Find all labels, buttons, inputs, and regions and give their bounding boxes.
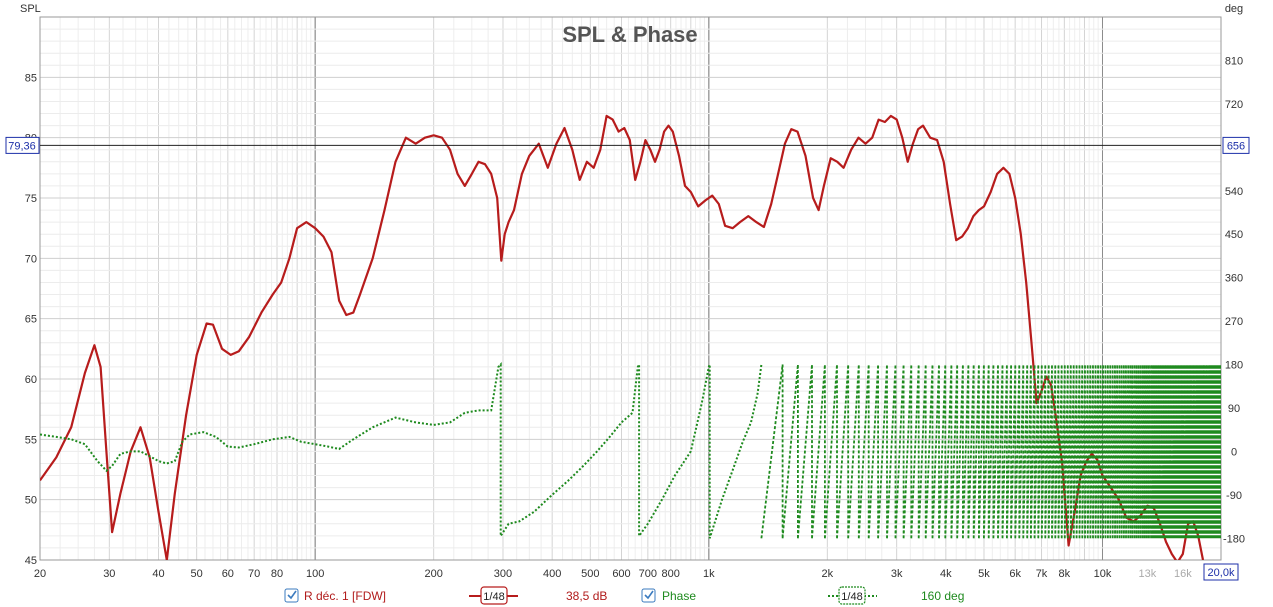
left-tick-label: 85 <box>25 72 37 84</box>
x-tick-label: 80 <box>271 568 283 580</box>
spl-smoothing-button[interactable] <box>480 586 508 605</box>
x-cursor-box <box>1203 563 1239 581</box>
left-tick-label: 70 <box>25 253 37 265</box>
left-tick-label: 65 <box>25 314 37 326</box>
cursor-right-value: 656 <box>1227 140 1245 152</box>
x-tick-label: 10k <box>1094 568 1112 580</box>
left-tick-label: 55 <box>25 434 37 446</box>
x-tick-label: 30 <box>103 568 115 580</box>
x-tick-label: 70 <box>248 568 260 580</box>
x-tick-label: 3k <box>891 568 903 580</box>
spl-checkbox[interactable] <box>284 588 299 603</box>
right-tick-label: -90 <box>1226 490 1242 502</box>
right-tick-label: 360 <box>1225 273 1243 285</box>
x-tick-label: 7k <box>1036 568 1048 580</box>
x-tick-label: 2k <box>822 568 834 580</box>
legend: R déc. 1 [FDW] 1/48 38,5 dB Phase 1/48 1… <box>284 586 964 605</box>
right-tick-label: 450 <box>1225 229 1243 241</box>
right-tick-label: 810 <box>1225 55 1243 67</box>
legend-spl-label: R déc. 1 [FDW] <box>304 589 386 603</box>
phase-wrapped-series <box>760 364 1221 539</box>
left-axis-label: SPL <box>20 3 41 15</box>
x-end-label: 20,0k <box>1208 567 1235 579</box>
chart-title: SPL & Phase <box>562 22 697 47</box>
x-tick-label: 300 <box>494 568 512 580</box>
phase-smoothing-button[interactable] <box>838 586 866 605</box>
left-tick-label: 50 <box>25 495 37 507</box>
x-tick-label: 100 <box>306 568 324 580</box>
x-tick-label: 700 <box>639 568 657 580</box>
x-tick-label: 5k <box>978 568 990 580</box>
x-tick-label: 1k <box>703 568 715 580</box>
right-tick-label: 0 <box>1231 446 1237 458</box>
phase-series-line <box>40 362 763 540</box>
right-tick-label: 270 <box>1225 316 1243 328</box>
left-tick-label: 60 <box>25 374 37 386</box>
left-tick-label: 75 <box>25 193 37 205</box>
left-tick-label: 45 <box>25 555 37 567</box>
plot-grid <box>39 16 1222 561</box>
x-tick-label: 8k <box>1059 568 1071 580</box>
x-tick-label: 60 <box>222 568 234 580</box>
right-axis-label: deg <box>1225 3 1243 15</box>
checkmark-icon <box>644 590 654 600</box>
legend-phase-label: Phase <box>662 589 696 603</box>
right-tick-label: 720 <box>1225 99 1243 111</box>
legend-phase-value: 160 deg <box>921 589 964 603</box>
cursor-left-box <box>5 136 40 154</box>
right-tick-label: 90 <box>1228 403 1240 415</box>
phase-checkbox[interactable] <box>641 588 656 603</box>
cursor-left-value: 79,36 <box>8 140 36 152</box>
x-tick-label: 4k <box>940 568 952 580</box>
x-tick-label: 50 <box>191 568 203 580</box>
spl-smoothing-label: 1/48 <box>483 591 504 603</box>
x-tick-label: 200 <box>424 568 442 580</box>
x-tick-label: 20 <box>34 568 46 580</box>
x-tick-label: 40 <box>152 568 164 580</box>
x-tick-label: 800 <box>661 568 679 580</box>
checkmark-icon <box>287 590 297 600</box>
cursor-right-box <box>1222 136 1250 154</box>
legend-spl-value: 38,5 dB <box>566 589 607 603</box>
plot-frame <box>39 16 1222 561</box>
right-tick-label: 180 <box>1225 360 1243 372</box>
x-tick-label: 600 <box>612 568 630 580</box>
right-tick-label: -180 <box>1223 533 1245 545</box>
x-tick-label: 500 <box>581 568 599 580</box>
legend-item-phase: Phase 1/48 160 deg <box>641 586 964 605</box>
legend-item-spl: R déc. 1 [FDW] 1/48 38,5 dB <box>284 586 607 605</box>
phase-smoothing-label: 1/48 <box>841 591 862 603</box>
right-tick-label: 540 <box>1225 186 1243 198</box>
x-tick-label: 400 <box>543 568 561 580</box>
x-tick-label: 6k <box>1009 568 1021 580</box>
x-tick-label: 16k <box>1174 568 1192 580</box>
x-tick-label: 13k <box>1138 568 1156 580</box>
